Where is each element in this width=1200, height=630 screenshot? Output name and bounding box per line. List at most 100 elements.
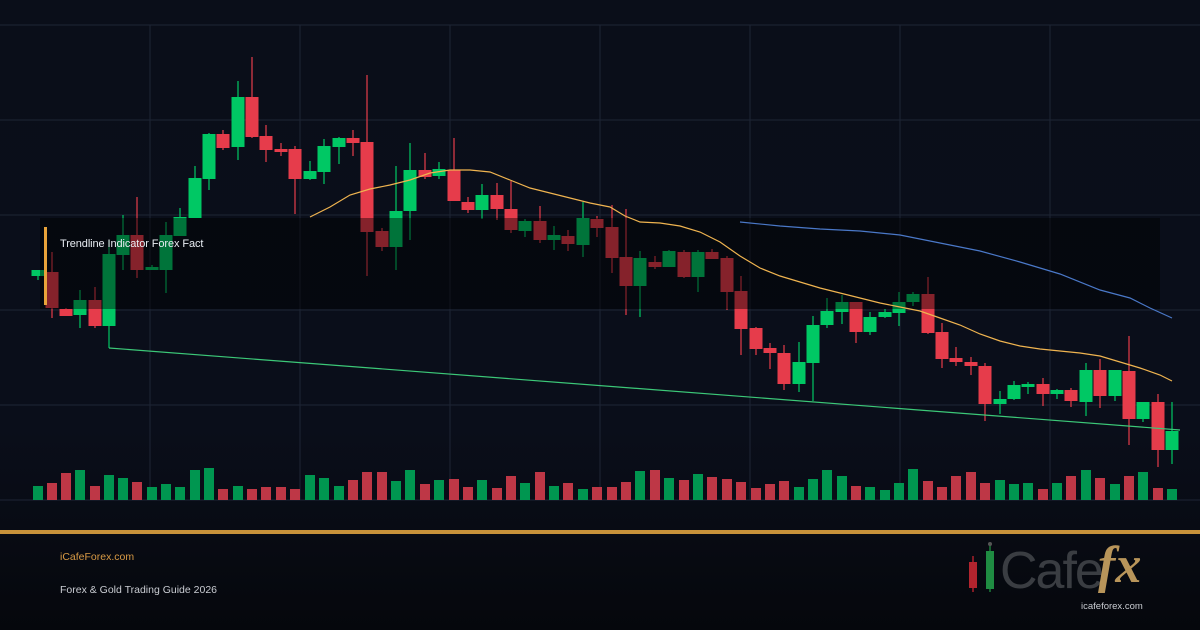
volume-bar (693, 474, 703, 500)
candle (605, 205, 619, 273)
candle (849, 302, 863, 343)
candle (964, 357, 978, 375)
volume-bar (1038, 489, 1048, 500)
volume-bar (449, 479, 459, 500)
volume-bar (492, 488, 502, 500)
volume-bar (520, 483, 530, 500)
volume-bar (334, 486, 344, 500)
volume-bar (1138, 472, 1148, 500)
candle (475, 184, 489, 219)
candle (116, 215, 130, 270)
footer-site-link[interactable]: iCafeForex.com (60, 551, 135, 563)
candle (202, 133, 216, 190)
volume-bar (90, 486, 100, 500)
candle (906, 292, 920, 306)
volume-bar (592, 487, 602, 500)
volume-bar (118, 478, 128, 500)
volume-bar (621, 482, 631, 500)
volume-bar (305, 475, 315, 500)
volume-bar (794, 487, 804, 500)
candle (518, 219, 532, 237)
volume-bar (477, 480, 487, 500)
volume-bar (218, 489, 228, 500)
candle (561, 230, 575, 251)
candle (878, 309, 892, 318)
candle (145, 265, 159, 270)
footer (0, 534, 1200, 630)
candle (863, 312, 877, 335)
moving-average-fast-line (309, 169, 1173, 382)
volume-bar (635, 471, 645, 500)
candle (31, 270, 45, 280)
indicator-lines (108, 169, 1181, 431)
candle (633, 251, 647, 317)
candle (1050, 389, 1064, 399)
volume-bar (348, 480, 358, 500)
candle (73, 290, 87, 328)
candle (662, 250, 676, 267)
chart-area: Trendline Indicator Forex Fact (0, 0, 1200, 530)
candle (346, 130, 360, 156)
volume-bar (578, 489, 588, 500)
volume-bars (33, 468, 1177, 500)
candle (720, 256, 734, 310)
candle (1007, 381, 1021, 400)
candle (648, 256, 662, 269)
candle (1151, 394, 1165, 467)
volume-bar (190, 470, 200, 500)
candle (159, 222, 173, 293)
candle (691, 250, 705, 292)
volume-bar (47, 483, 57, 500)
volume-bar (966, 472, 976, 500)
candle (1079, 363, 1093, 416)
candle (619, 209, 633, 315)
volume-bar (420, 484, 430, 500)
volume-bar (377, 472, 387, 500)
candle (245, 57, 259, 138)
volume-bar (104, 475, 114, 500)
candle (216, 130, 230, 150)
candle (949, 347, 963, 366)
candle (749, 327, 763, 355)
candle (547, 226, 561, 250)
volume-bar (1110, 484, 1120, 500)
candle (188, 166, 202, 218)
candle (806, 316, 820, 401)
footer-guide-text: Forex & Gold Trading Guide 2026 (60, 584, 218, 596)
volume-bar (535, 472, 545, 500)
candle (432, 162, 446, 179)
volume-bar (722, 479, 732, 500)
moving-average-slow-line (739, 221, 1173, 319)
volume-bar (276, 487, 286, 500)
volume-bar (1066, 476, 1076, 500)
logo-wordmark: Cafe (1000, 542, 1104, 600)
volume-bar (808, 479, 818, 500)
candle (461, 197, 475, 213)
candle (1122, 336, 1136, 445)
volume-bar (204, 468, 214, 500)
candle (490, 183, 504, 220)
candle (705, 249, 719, 259)
volume-bar (679, 480, 689, 500)
logo-url[interactable]: icafeforex.com (1081, 601, 1143, 612)
candle (1093, 359, 1107, 408)
volume-bar (463, 487, 473, 500)
candlestick-chart (0, 24, 1200, 501)
volume-bar (33, 486, 43, 500)
gold-divider (0, 530, 1200, 534)
candle (1064, 388, 1078, 407)
candle (777, 345, 791, 390)
candle (677, 250, 691, 278)
candle (792, 342, 806, 392)
candle (274, 143, 288, 156)
volume-bar (362, 472, 372, 500)
volume-bar (247, 489, 257, 500)
volume-bar (1167, 489, 1177, 500)
volume-bar (607, 487, 617, 500)
candle (590, 216, 604, 237)
volume-bar (822, 470, 832, 500)
volume-bar (1081, 470, 1091, 500)
candle (59, 308, 73, 316)
volume-bar (261, 487, 271, 500)
volume-bar (650, 470, 660, 500)
